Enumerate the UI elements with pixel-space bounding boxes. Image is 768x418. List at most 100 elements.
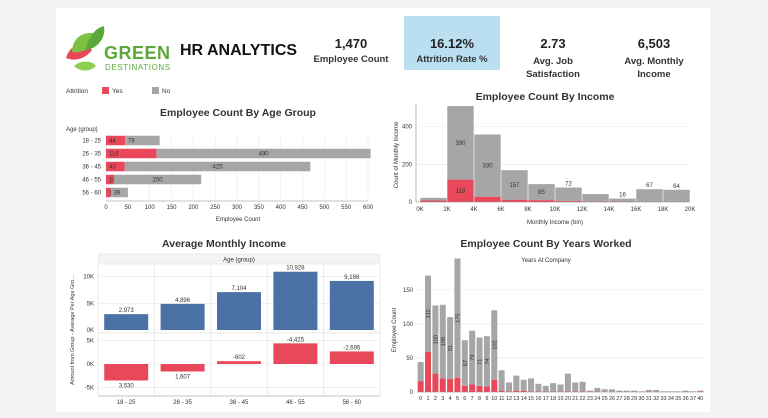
bar-data-label: 100 bbox=[433, 335, 439, 344]
y-tick-label: 100 bbox=[403, 322, 414, 328]
bar-data-label: 330 bbox=[482, 164, 493, 170]
x-tick-label: 24 bbox=[594, 396, 600, 402]
bar-yes bbox=[491, 379, 498, 392]
kpi-value: 6,503 bbox=[638, 36, 671, 51]
y-tick-label: 200 bbox=[402, 162, 413, 168]
bar-no bbox=[645, 389, 652, 392]
x-tick-label: 12 bbox=[506, 396, 512, 402]
x-tick-label: 150 bbox=[166, 205, 177, 211]
chart-title: Employee Count By Years Worked bbox=[460, 238, 631, 250]
x-tick-label: 11 bbox=[499, 396, 505, 402]
category-label: 36 - 45 bbox=[82, 165, 101, 171]
y-tick-label: 0 bbox=[410, 390, 414, 396]
x-tick-label: 17 bbox=[543, 396, 549, 402]
x-tick-label: 20K bbox=[685, 207, 696, 213]
bar-no bbox=[124, 161, 311, 172]
bar-yes bbox=[417, 381, 424, 392]
x-tick-label: 21 bbox=[572, 396, 578, 402]
x-tick-label: 30 bbox=[638, 396, 644, 402]
x-tick-label: 40 bbox=[697, 396, 703, 402]
bar-no bbox=[447, 106, 474, 180]
kpi-label: Employee Count bbox=[314, 54, 390, 65]
y-tick-label: 5K bbox=[87, 301, 94, 307]
x-tick-label: 550 bbox=[341, 205, 352, 211]
bar-no bbox=[594, 387, 601, 392]
bar-no bbox=[609, 198, 636, 202]
bar-data-label: 10,928 bbox=[286, 266, 305, 272]
bar-no bbox=[156, 148, 371, 159]
x-tick-label: 50 bbox=[124, 205, 131, 211]
y-tick-label: -5K bbox=[85, 385, 94, 391]
bar-avg-income bbox=[104, 314, 149, 330]
x-tick-label: 14 bbox=[521, 396, 527, 402]
x-tick-label: 19 bbox=[557, 396, 563, 402]
bar-no bbox=[557, 384, 564, 392]
bar-yes bbox=[476, 385, 483, 392]
bar-yes bbox=[439, 378, 446, 392]
bar-no bbox=[631, 390, 638, 392]
bar-difference bbox=[273, 343, 318, 364]
bar-data-label: 91 bbox=[448, 345, 454, 351]
column-header-band bbox=[97, 253, 381, 265]
x-tick-label: 15 bbox=[528, 396, 534, 402]
x-tick-label: 20 bbox=[565, 396, 571, 402]
kpi-label: Satisfaction bbox=[526, 69, 580, 80]
row-header: Age (group) bbox=[66, 127, 98, 133]
bar-no bbox=[439, 304, 446, 379]
x-tick-label: 36 bbox=[683, 396, 689, 402]
bar-no bbox=[663, 189, 690, 202]
bar-avg-income bbox=[217, 292, 261, 330]
bar-yes bbox=[106, 135, 126, 146]
bar-data-label: 85 bbox=[538, 190, 545, 196]
x-tick-label: 32 bbox=[653, 396, 659, 402]
x-tick-label: 400 bbox=[276, 205, 287, 211]
bar-difference bbox=[329, 351, 374, 364]
bar-no bbox=[417, 362, 424, 382]
kpi-row: 1,470 Employee Count 16.12% Attrition Rate … bbox=[314, 16, 684, 80]
x-tick-label: 5 bbox=[456, 396, 459, 402]
bar-no bbox=[528, 184, 555, 201]
x-tick-label: 36 - 45 bbox=[230, 400, 249, 406]
chart-title: Employee Count By Age Group bbox=[160, 107, 316, 119]
bar-yes bbox=[505, 391, 513, 392]
bar-yes bbox=[106, 174, 114, 185]
column-header: Age (group) bbox=[223, 258, 255, 264]
kpi-label: Income bbox=[637, 69, 670, 80]
bar-no bbox=[535, 383, 542, 392]
chart-title: Average Monthly Income bbox=[162, 238, 286, 250]
x-axis-label: Monthly Income (bin) bbox=[527, 220, 583, 226]
y-tick-label: 10K bbox=[83, 275, 94, 281]
bar-yes bbox=[555, 201, 582, 202]
chart-age-group: Employee Count By Age Group Age (group) 18… bbox=[66, 107, 374, 223]
legend-item-label: No bbox=[162, 88, 171, 95]
legend-swatch bbox=[152, 87, 159, 94]
bar-no bbox=[447, 317, 454, 380]
bar-yes bbox=[447, 179, 474, 202]
bar-data-label: 64 bbox=[673, 184, 680, 190]
x-tick-label: 9 bbox=[485, 396, 488, 402]
x-axis-label: Employee Count bbox=[216, 217, 261, 223]
chart-income: Employee Count By Income Count of Monthly… bbox=[394, 91, 695, 226]
x-tick-label: 6K bbox=[497, 207, 504, 213]
x-tick-label: 0K bbox=[416, 207, 423, 213]
bar-no bbox=[425, 275, 432, 352]
bar-no bbox=[474, 134, 501, 197]
bar-no bbox=[505, 382, 513, 392]
bar-no bbox=[582, 194, 609, 202]
x-tick-label: 4K bbox=[470, 207, 477, 213]
bar-data-label: -4,425 bbox=[287, 337, 305, 343]
bar-yes bbox=[645, 391, 652, 392]
bar-data-label: 43 bbox=[109, 165, 116, 171]
kpi-label: Avg. Monthly bbox=[624, 56, 684, 67]
bar-yes bbox=[528, 200, 555, 202]
bar-data-label: 390 bbox=[455, 141, 466, 147]
bar-data-label: 4,896 bbox=[175, 298, 191, 304]
y-tick-label: 5K bbox=[87, 339, 94, 345]
bar-yes bbox=[564, 391, 571, 392]
bar-yes bbox=[425, 351, 432, 392]
bar-data-label: 16 bbox=[619, 193, 626, 199]
x-tick-label: 8 bbox=[478, 396, 481, 402]
bar-no bbox=[555, 187, 582, 202]
bar-no bbox=[491, 310, 498, 380]
dashboard-background bbox=[56, 8, 710, 412]
